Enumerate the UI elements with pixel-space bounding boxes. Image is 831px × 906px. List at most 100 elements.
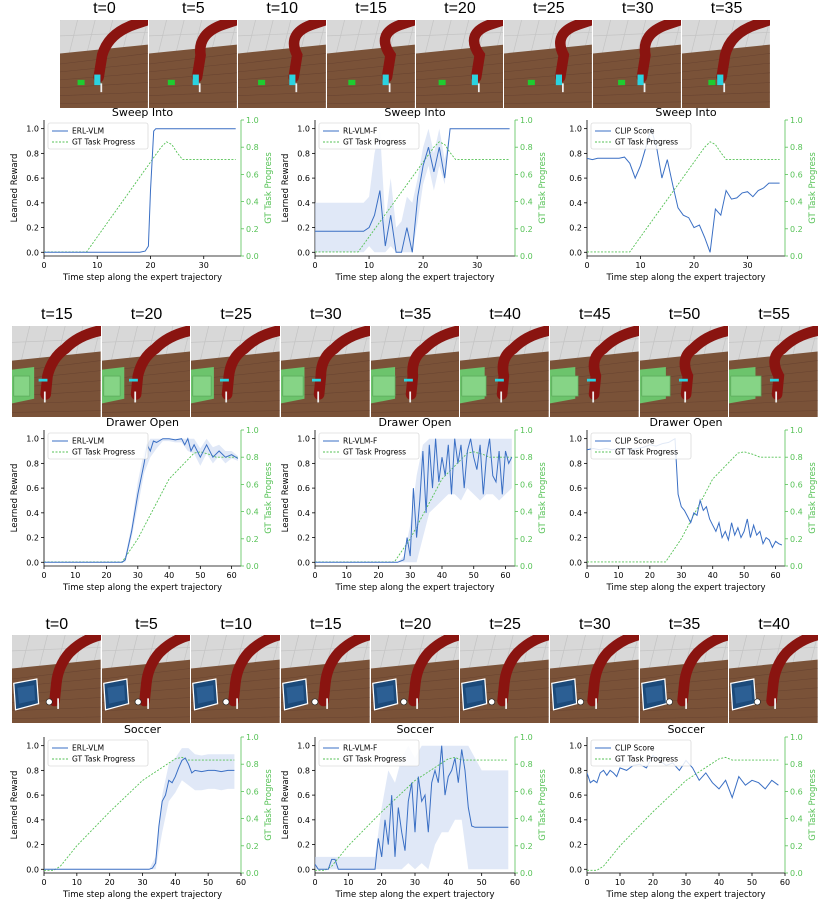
y-tick-label: 0.4 <box>569 816 582 825</box>
y2-tick-label: 0.8 <box>520 760 533 769</box>
y2-axis-label: GT Task Progress <box>808 152 818 224</box>
frame-label: t=20 <box>399 616 432 633</box>
x-axis-label: Time step along the expert trajectory <box>62 890 222 900</box>
robot-frame-image <box>550 326 639 417</box>
y2-tick-label: 0.2 <box>520 842 533 851</box>
chart-title: Sweep Into <box>112 106 174 119</box>
y2-tick-label: 0.0 <box>520 252 533 261</box>
y2-tick-label: 0.2 <box>246 225 259 234</box>
y2-axis-label: GT Task Progress <box>538 462 548 534</box>
y2-tick-label: 1.0 <box>246 733 259 742</box>
y2-tick-label: 0.0 <box>246 869 259 878</box>
y2-tick-label: 0.8 <box>246 143 259 152</box>
legend: ERL-VLM GT Task Progress <box>47 122 149 150</box>
x-tick-label: 10 <box>72 878 82 887</box>
y2-tick-label: 0.2 <box>246 842 259 851</box>
x-tick-label: 30 <box>405 571 415 580</box>
y2-tick-label: 1.0 <box>790 426 803 435</box>
frame-label: t=25 <box>533 0 565 17</box>
y2-axis-label: GT Task Progress <box>538 769 548 841</box>
y-axis-label: Learned Reward <box>281 771 291 840</box>
legend: CLIP Score GT Task Progress <box>590 432 692 460</box>
x-tick-label: 50 <box>195 571 205 580</box>
y-tick-label: 0.8 <box>297 766 310 775</box>
legend-label-progress: GT Task Progress <box>72 138 135 147</box>
frame-label: t=0 <box>45 616 69 633</box>
chart-0-0: Sweep Into 0.0 0.2 0.4 0.6 0.8 1.0 0.0 0.2 0.4 0.6… <box>10 106 274 283</box>
y2-tick-label: 0.8 <box>246 453 259 462</box>
x-tick-label: 60 <box>236 878 246 887</box>
chart-0-1: Sweep Into 0.0 0.2 0.4 0.6 0.8 1.0 0.0 0.2 0.4 0.6… <box>281 106 548 283</box>
y2-tick-label: 0.4 <box>246 198 259 207</box>
gt-task-progress-line <box>315 141 510 253</box>
learned-reward-line <box>315 745 509 870</box>
y-axis-label: Learned Reward <box>10 464 20 533</box>
y2-tick-label: 0.8 <box>520 143 533 152</box>
learned-reward-line <box>44 437 239 563</box>
robot-frame-image <box>460 326 549 417</box>
legend-label-progress: GT Task Progress <box>615 755 678 764</box>
chart-title: Soccer <box>667 723 705 736</box>
x-tick-label: 0 <box>584 878 589 887</box>
y-tick-label: 0.0 <box>26 248 39 257</box>
legend: RL-VLM-F GT Task Progress <box>318 739 420 767</box>
chart-title: Soccer <box>396 723 434 736</box>
legend: RL-VLM-F GT Task Progress <box>318 122 420 150</box>
y-tick-label: 1.0 <box>569 125 582 134</box>
robot-frame-image <box>415 20 504 108</box>
x-tick-label: 20 <box>105 878 115 887</box>
frame-label: t=35 <box>668 616 701 633</box>
x-axis-label: Time step along the expert trajectory <box>334 890 494 900</box>
y-tick-label: 0.0 <box>297 248 310 257</box>
x-tick-label: 0 <box>41 571 46 580</box>
x-tick-label: 40 <box>714 878 724 887</box>
legend-label-progress: GT Task Progress <box>615 138 678 147</box>
robot-frame-image <box>101 635 191 723</box>
y-tick-label: 0.8 <box>26 766 39 775</box>
robot-frame-image <box>550 635 639 723</box>
frame-label: t=20 <box>130 306 163 323</box>
x-tick-label: 10 <box>613 571 623 580</box>
y-tick-label: 0.2 <box>26 224 39 233</box>
y2-tick-label: 0.6 <box>246 170 259 179</box>
legend-label-reward: CLIP Score <box>615 127 655 136</box>
y-tick-label: 1.0 <box>569 742 582 751</box>
x-tick-label: 0 <box>312 571 317 580</box>
y-tick-label: 0.0 <box>26 865 39 874</box>
chart-2-2: Soccer 0.0 0.2 0.4 0.6 0.8 1.0 0.0 0.2 0.4 0.6 0.8 1… <box>569 723 818 900</box>
frame-label: t=30 <box>310 306 342 323</box>
x-tick-label: 40 <box>170 878 180 887</box>
frame-label: t=10 <box>220 616 252 633</box>
robot-frame-image <box>504 20 593 108</box>
x-tick-label: 30 <box>676 571 686 580</box>
x-tick-label: 10 <box>364 261 374 270</box>
y-tick-label: 0.8 <box>26 459 39 468</box>
chart-0-2: Sweep Into 0.0 0.2 0.4 0.6 0.8 1.0 0.0 0.2 0.4 0.6… <box>569 106 818 283</box>
frame-label: t=5 <box>181 0 205 17</box>
y-tick-label: 0.0 <box>569 865 582 874</box>
gt-task-progress-line <box>44 141 236 253</box>
y-tick-label: 0.8 <box>26 149 39 158</box>
learned-reward-line <box>44 757 235 870</box>
x-tick-label: 20 <box>689 261 699 270</box>
y-tick-label: 1.0 <box>26 742 39 751</box>
y2-tick-label: 0.0 <box>246 252 259 261</box>
y-tick-label: 0.2 <box>26 841 39 850</box>
y-tick-label: 0.0 <box>26 558 39 567</box>
y-tick-label: 0.6 <box>297 791 310 800</box>
legend-label-reward: ERL-VLM <box>72 744 104 753</box>
y-tick-label: 0.6 <box>26 174 39 183</box>
y2-tick-label: 0.8 <box>790 143 803 152</box>
frame-label: t=30 <box>579 616 611 633</box>
frame-label: t=45 <box>579 306 611 323</box>
robot-frame-image <box>639 635 729 723</box>
x-tick-label: 20 <box>373 571 383 580</box>
y-tick-label: 0.2 <box>569 224 582 233</box>
y-tick-label: 0.6 <box>26 791 39 800</box>
y-tick-label: 0.0 <box>569 248 582 257</box>
y-axis-label: Learned Reward <box>10 771 20 840</box>
y2-tick-label: 0.2 <box>520 535 533 544</box>
y2-tick-label: 0.0 <box>790 869 803 878</box>
frame-label: t=5 <box>135 616 158 633</box>
robot-frame-image <box>370 635 460 723</box>
